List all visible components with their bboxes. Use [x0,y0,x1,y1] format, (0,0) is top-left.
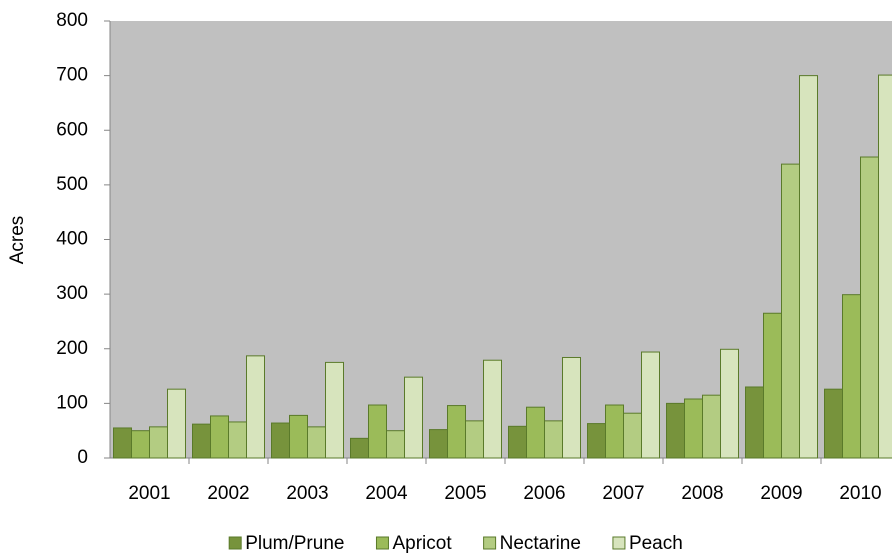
x-tick-label: 2001 [128,483,170,504]
bar [149,426,168,459]
bar [781,163,800,459]
bar [307,426,326,459]
bar [271,422,290,459]
bar [587,423,606,459]
x-tick-label: 2009 [760,483,802,504]
y-axis-label: Acres [7,216,28,265]
bar [562,356,581,459]
y-tick-label: 500 [56,174,88,195]
y-tick-label: 0 [77,447,88,468]
bar [799,75,818,459]
bar [745,386,764,459]
bar [763,312,782,459]
bar [702,394,721,459]
x-tick-label: 2008 [681,483,723,504]
bar [878,74,892,459]
bar [246,355,265,459]
bar [131,430,150,459]
bar [350,437,369,459]
bar [824,388,843,459]
bar [465,420,484,459]
x-tick-label: 2010 [839,483,881,504]
bar [666,402,685,459]
legend-label: Plum/Prune [245,533,344,554]
legend-swatch [612,536,626,550]
legend-swatch [483,536,497,550]
y-tick-label: 400 [56,229,88,250]
legend-swatch [375,536,389,550]
bar [368,404,387,459]
bar [113,427,132,459]
bar [325,361,344,459]
bar [386,430,405,459]
y-tick-label: 700 [56,65,88,86]
bar [404,376,423,459]
bar [641,351,660,459]
y-tick-label: 600 [56,119,88,140]
bar [720,348,739,459]
x-tick-label: 2005 [444,483,486,504]
y-tick-label: 100 [56,392,88,413]
bar [447,405,466,459]
bar [508,425,527,459]
x-tick-label: 2004 [365,483,408,504]
bar [289,414,308,459]
legend-swatch [228,536,242,550]
bar [623,412,642,459]
bar [526,406,545,459]
bar [228,421,247,459]
x-tick-label: 2007 [602,483,644,504]
x-tick-label: 2002 [207,483,249,504]
bar [605,404,624,459]
bar [684,398,703,459]
y-tick-label: 800 [56,10,88,31]
legend-label: Peach [629,533,683,554]
bar [167,388,186,459]
bar [192,423,211,459]
y-tick-label: 300 [56,283,88,304]
bar [483,359,502,459]
bar [544,420,563,459]
bar [210,415,229,459]
x-tick-label: 2006 [523,483,565,504]
bar [842,294,861,459]
bar [860,156,879,459]
x-tick-label: 2003 [286,483,328,504]
bar [429,429,448,459]
y-tick-label: 200 [56,338,88,359]
legend-label: Apricot [392,533,452,554]
legend-label: Nectarine [500,533,581,554]
